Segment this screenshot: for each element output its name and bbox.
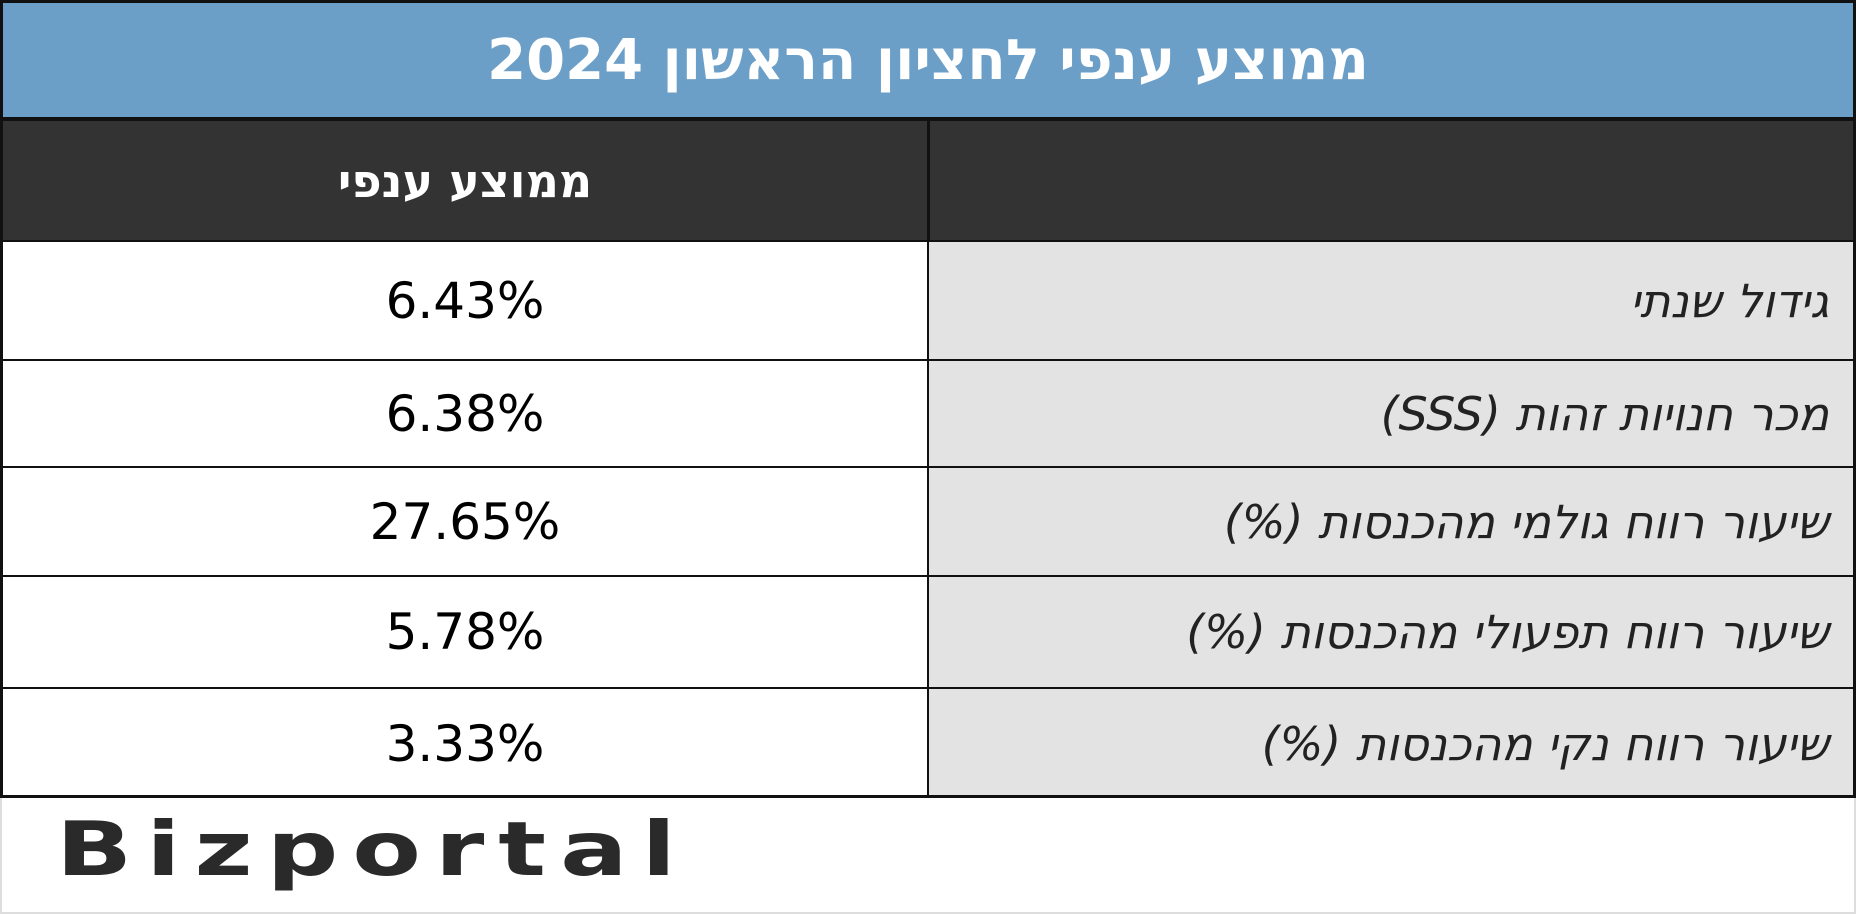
row-label: שיעור רווח תפעולי מהכנסות (%): [927, 575, 1856, 687]
row-value: 27.65%: [0, 466, 927, 575]
row-value: 5.78%: [0, 575, 927, 687]
row-label: גידול שנתי: [927, 240, 1856, 359]
table-frame: [0, 0, 1856, 798]
footer: [0, 798, 1856, 914]
column-header: ממוצע ענפי: [0, 121, 927, 240]
header-blank: [927, 121, 1856, 240]
row-label: מכר חנויות זהות (SSS): [927, 359, 1856, 466]
logo: Bizportal: [56, 805, 690, 893]
row-label: שיעור רווח נקי מהכנסות (%): [927, 687, 1856, 798]
row-value: 6.43%: [0, 240, 927, 359]
table-title: ממוצע ענפי לחציון הראשון 2024: [0, 0, 1856, 121]
row-label: שיעור רווח גולמי מהכנסות (%): [927, 466, 1856, 575]
row-value: 6.38%: [0, 359, 927, 466]
row-value: 3.33%: [0, 687, 927, 798]
